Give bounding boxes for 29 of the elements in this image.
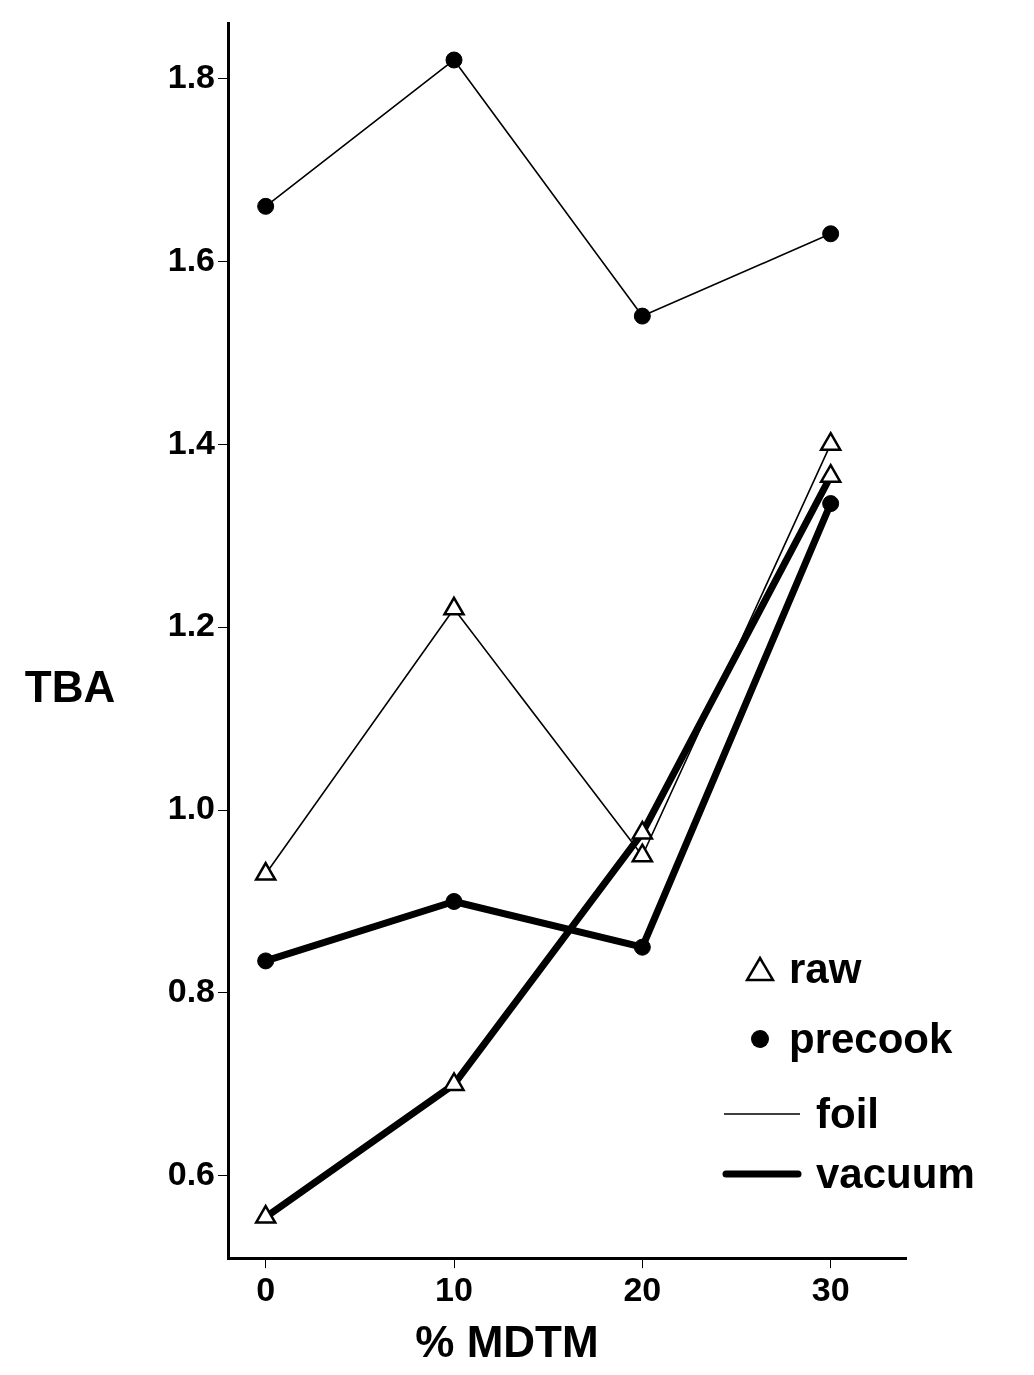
annotation: precook [789,1015,953,1063]
point [633,307,651,325]
x-tick-label: 10 [435,1269,473,1308]
y-axis-title: TBA [24,662,116,712]
y-tick-label: 1.8 [167,56,215,95]
y-tick-label: 1.6 [167,239,215,278]
annotation: vacuum [816,1150,975,1198]
point [822,225,840,243]
x-axis-title: % MDTM [415,1317,599,1367]
point [822,495,840,513]
y-tick-label: 1.4 [167,422,216,461]
point [254,1204,277,1224]
point [445,892,463,910]
x-tick-label: 0 [256,1269,276,1308]
x-tick-label: 20 [623,1269,662,1308]
point [631,843,654,863]
point [443,596,465,616]
annotation: foil [816,1090,879,1138]
point [443,1072,465,1092]
y-tick-label: 0.8 [167,971,215,1010]
x-tick-label: 30 [811,1269,850,1308]
annotation: raw [789,945,862,993]
point [631,820,654,840]
point [445,51,463,69]
point [257,197,275,215]
y-tick-label: 0.6 [167,1154,215,1193]
y-tick-label: 1.2 [167,605,215,644]
point [254,861,277,881]
y-tick-label: 1.0 [167,788,215,827]
